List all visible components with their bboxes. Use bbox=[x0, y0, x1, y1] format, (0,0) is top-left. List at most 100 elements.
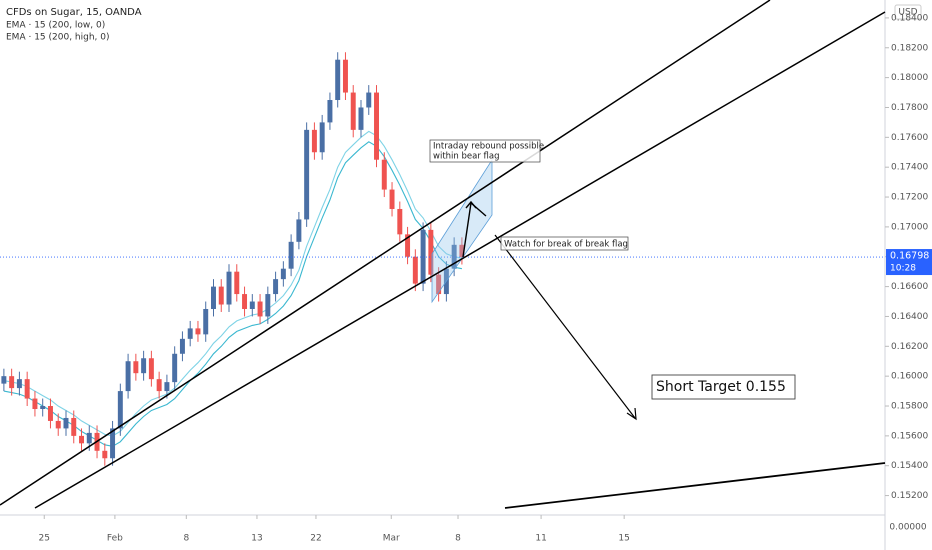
y-tick-label: 0.17400 bbox=[891, 163, 928, 173]
candle-body bbox=[311, 129, 317, 153]
candle-body bbox=[164, 382, 170, 392]
candle-body bbox=[32, 398, 38, 410]
candle-body bbox=[319, 122, 325, 153]
trend-line bbox=[0, 0, 771, 506]
candle-body bbox=[249, 301, 255, 309]
y-tick-label: 0.15400 bbox=[891, 461, 928, 471]
candle-body bbox=[257, 301, 263, 317]
y-tick-label: 0.16200 bbox=[891, 342, 928, 352]
candle-body bbox=[412, 256, 418, 284]
x-tick-label: 22 bbox=[310, 534, 321, 544]
candle-body bbox=[234, 271, 240, 295]
annotation-box bbox=[651, 374, 796, 400]
x-tick-label: 15 bbox=[618, 534, 629, 544]
y-tick-label: 0.18400 bbox=[891, 13, 928, 23]
y-tick-label: 0.17000 bbox=[891, 222, 928, 232]
candle-body bbox=[179, 338, 185, 354]
y-tick-label: 0.18000 bbox=[891, 73, 928, 83]
candle-body bbox=[366, 92, 372, 108]
y-tick-label: 0.15800 bbox=[891, 402, 928, 412]
candle-body bbox=[350, 92, 356, 130]
chart-title: CFDs on Sugar, 15, OANDA bbox=[6, 7, 142, 18]
candle-body bbox=[428, 229, 434, 275]
y-tick-label: 0.18200 bbox=[891, 43, 928, 53]
ema-line bbox=[3, 141, 463, 447]
axis-bottom-label: 0.00000 bbox=[889, 523, 926, 533]
candle-body bbox=[211, 286, 216, 309]
candle-body bbox=[327, 100, 333, 123]
x-tick-label: 13 bbox=[251, 534, 262, 544]
currency: USD bbox=[898, 8, 917, 18]
x-tick-label: Feb bbox=[107, 534, 123, 544]
candle-body bbox=[451, 244, 457, 269]
candle-body bbox=[117, 391, 123, 429]
y-tick-label: 0.16000 bbox=[891, 372, 928, 382]
annotation-box bbox=[500, 236, 629, 251]
y-tick-label: 0.16600 bbox=[891, 282, 928, 292]
candle-body bbox=[102, 450, 108, 459]
candle-body bbox=[459, 244, 465, 258]
countdown: 10:28 bbox=[890, 264, 916, 274]
arrow-head bbox=[465, 200, 477, 209]
candle-body bbox=[133, 361, 139, 374]
legend-entry: EMA · 15 (200, low, 0) bbox=[6, 21, 105, 31]
candle-body bbox=[389, 189, 395, 209]
candle-body bbox=[40, 406, 46, 410]
y-tick-label: 0.17600 bbox=[891, 133, 928, 143]
y-tick-label: 0.15600 bbox=[891, 431, 928, 441]
candle-body bbox=[358, 107, 364, 130]
candle-body bbox=[397, 208, 403, 235]
x-tick-label: Mar bbox=[383, 534, 400, 544]
bear-flag bbox=[431, 158, 493, 304]
candle-body bbox=[79, 435, 84, 444]
candle-body bbox=[304, 129, 310, 220]
candle-body bbox=[1, 376, 7, 384]
candle-body bbox=[226, 271, 232, 305]
y-tick-label: 0.16400 bbox=[891, 312, 928, 322]
candle-body bbox=[125, 361, 131, 392]
candle-body bbox=[187, 328, 193, 339]
legend: EMA · 15 (200, low, 0) EMA · 15 (200, hig… bbox=[6, 21, 110, 43]
y-tick-label: 0.17200 bbox=[891, 193, 928, 203]
y-tick-label: 0.15200 bbox=[891, 491, 928, 501]
trend-line bbox=[34, 11, 886, 509]
x-tick-label: 11 bbox=[535, 534, 546, 544]
annotation: Watch for break of break flag bbox=[504, 240, 628, 250]
candle-body bbox=[141, 358, 147, 374]
candle-body bbox=[63, 417, 69, 429]
candle-body bbox=[374, 92, 379, 160]
candle-body bbox=[24, 379, 30, 399]
candle-body bbox=[203, 308, 209, 335]
currency-box[interactable] bbox=[894, 4, 922, 20]
candle-body bbox=[110, 428, 116, 459]
candle-body bbox=[273, 279, 279, 295]
annotation: Short Target 0.155 bbox=[656, 379, 786, 395]
annotation: within bear flag bbox=[433, 152, 499, 162]
candle-body bbox=[218, 286, 224, 305]
trend-line bbox=[504, 462, 886, 509]
candle-body bbox=[195, 328, 201, 335]
candle-body bbox=[16, 379, 22, 389]
candle-body bbox=[381, 159, 387, 190]
candle-body bbox=[47, 406, 53, 421]
ema-line bbox=[3, 130, 463, 437]
price-label-box bbox=[886, 249, 932, 276]
annotation-box bbox=[429, 139, 541, 163]
x-tick-label: 8 bbox=[455, 534, 461, 544]
candle-body bbox=[156, 379, 162, 392]
x-tick-label: 8 bbox=[183, 534, 189, 544]
price-label: 0.16798 bbox=[890, 251, 929, 262]
annotation: Intraday rebound possible bbox=[433, 142, 544, 152]
candle-body bbox=[335, 59, 341, 101]
candle-body bbox=[296, 219, 302, 242]
candle-body bbox=[436, 274, 442, 295]
candle-body bbox=[288, 241, 294, 269]
candle-body bbox=[9, 376, 15, 389]
candle-body bbox=[172, 353, 178, 383]
candle-body bbox=[265, 294, 271, 317]
candle-body bbox=[86, 432, 92, 444]
legend-entry: EMA · 15 (200, high, 0) bbox=[6, 33, 110, 43]
arrow-head bbox=[626, 407, 637, 421]
